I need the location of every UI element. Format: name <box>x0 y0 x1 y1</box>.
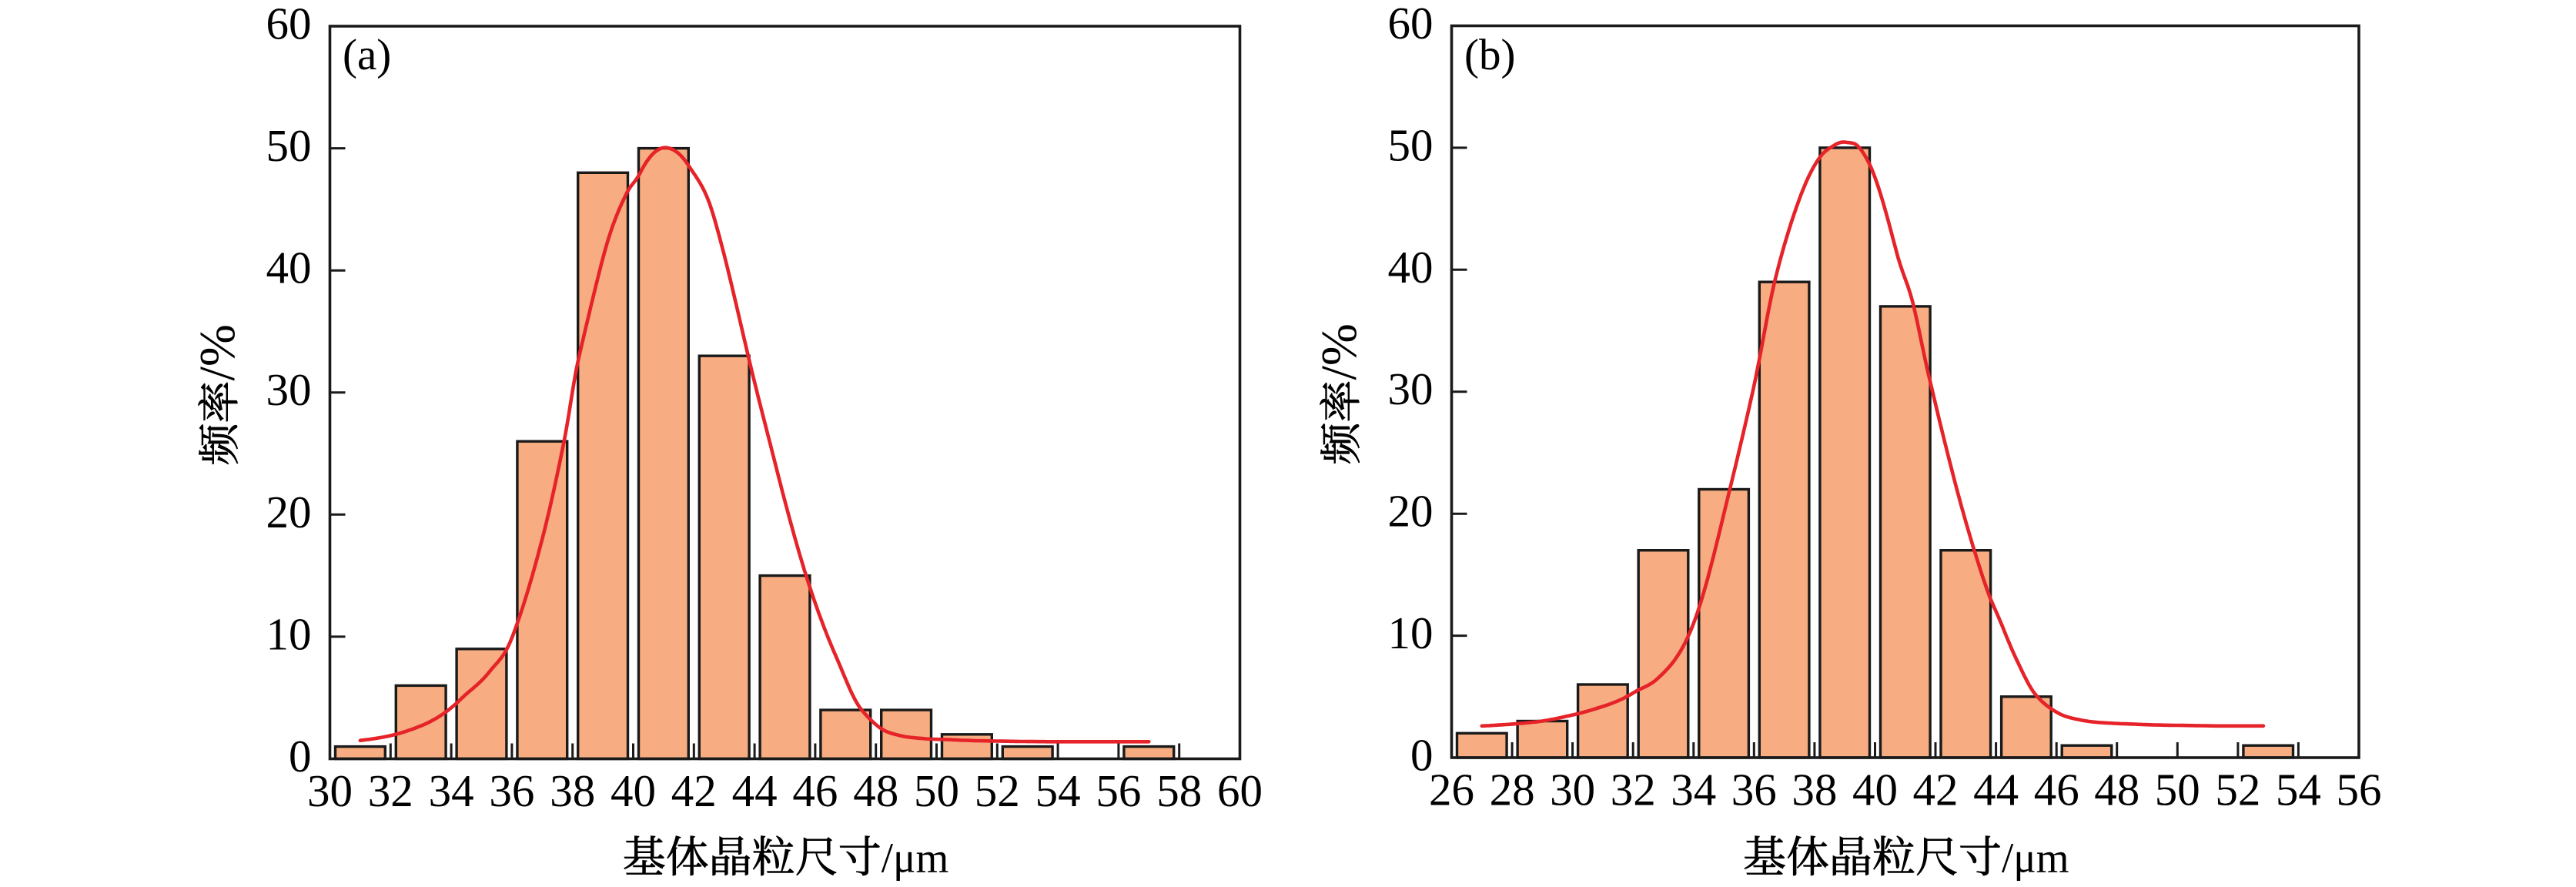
svg-text:20: 20 <box>266 487 312 537</box>
svg-text:38: 38 <box>550 765 595 816</box>
svg-text:50: 50 <box>914 765 959 816</box>
svg-text:50: 50 <box>1388 119 1434 170</box>
svg-text:26: 26 <box>1429 765 1474 815</box>
svg-text:32: 32 <box>368 765 413 816</box>
svg-text:36: 36 <box>489 765 534 816</box>
svg-text:(b): (b) <box>1464 31 1515 79</box>
svg-text:48: 48 <box>2094 765 2139 815</box>
svg-text:/%: /% <box>189 324 246 380</box>
svg-text:40: 40 <box>266 243 312 293</box>
svg-text:42: 42 <box>671 765 717 816</box>
svg-text:60: 60 <box>1388 0 1434 49</box>
svg-text:56: 56 <box>2337 765 2382 815</box>
svg-text:54: 54 <box>2276 765 2321 815</box>
svg-text:(a): (a) <box>343 31 391 79</box>
svg-text:54: 54 <box>1035 765 1081 816</box>
svg-text:44: 44 <box>732 765 778 816</box>
svg-text:36: 36 <box>1731 765 1777 815</box>
svg-text:42: 42 <box>1913 765 1959 815</box>
svg-text:44: 44 <box>1973 765 2019 815</box>
svg-text:30: 30 <box>1550 765 1595 815</box>
svg-text:20: 20 <box>1388 486 1434 537</box>
svg-text:40: 40 <box>1388 242 1434 293</box>
svg-text:38: 38 <box>1791 765 1837 815</box>
svg-text:58: 58 <box>1156 765 1202 816</box>
svg-text:30: 30 <box>307 765 353 816</box>
svg-text:50: 50 <box>2155 765 2200 815</box>
svg-text:60: 60 <box>1217 765 1263 816</box>
svg-text:/μm: /μm <box>2002 835 2069 882</box>
svg-text:46: 46 <box>792 765 838 816</box>
svg-text:56: 56 <box>1096 765 1141 816</box>
svg-text:52: 52 <box>975 765 1020 816</box>
svg-text:34: 34 <box>1671 765 1716 815</box>
svg-text:60: 60 <box>266 0 312 49</box>
svg-text:46: 46 <box>2034 765 2079 815</box>
svg-text:30: 30 <box>266 364 312 415</box>
svg-text:34: 34 <box>429 765 474 816</box>
svg-text:30: 30 <box>1388 363 1434 414</box>
svg-text:40: 40 <box>1852 765 1898 815</box>
svg-text:28: 28 <box>1490 765 1535 815</box>
svg-text:50: 50 <box>266 120 312 171</box>
svg-text:/%: /% <box>1311 323 1367 380</box>
svg-text:32: 32 <box>1611 765 1656 815</box>
svg-text:40: 40 <box>611 765 656 816</box>
svg-text:52: 52 <box>2215 765 2260 815</box>
svg-text:0: 0 <box>1410 730 1434 781</box>
svg-text:/μm: /μm <box>882 835 949 882</box>
svg-text:48: 48 <box>853 765 898 816</box>
svg-text:10: 10 <box>266 608 312 659</box>
svg-text:0: 0 <box>289 731 312 782</box>
svg-text:10: 10 <box>1388 608 1434 658</box>
